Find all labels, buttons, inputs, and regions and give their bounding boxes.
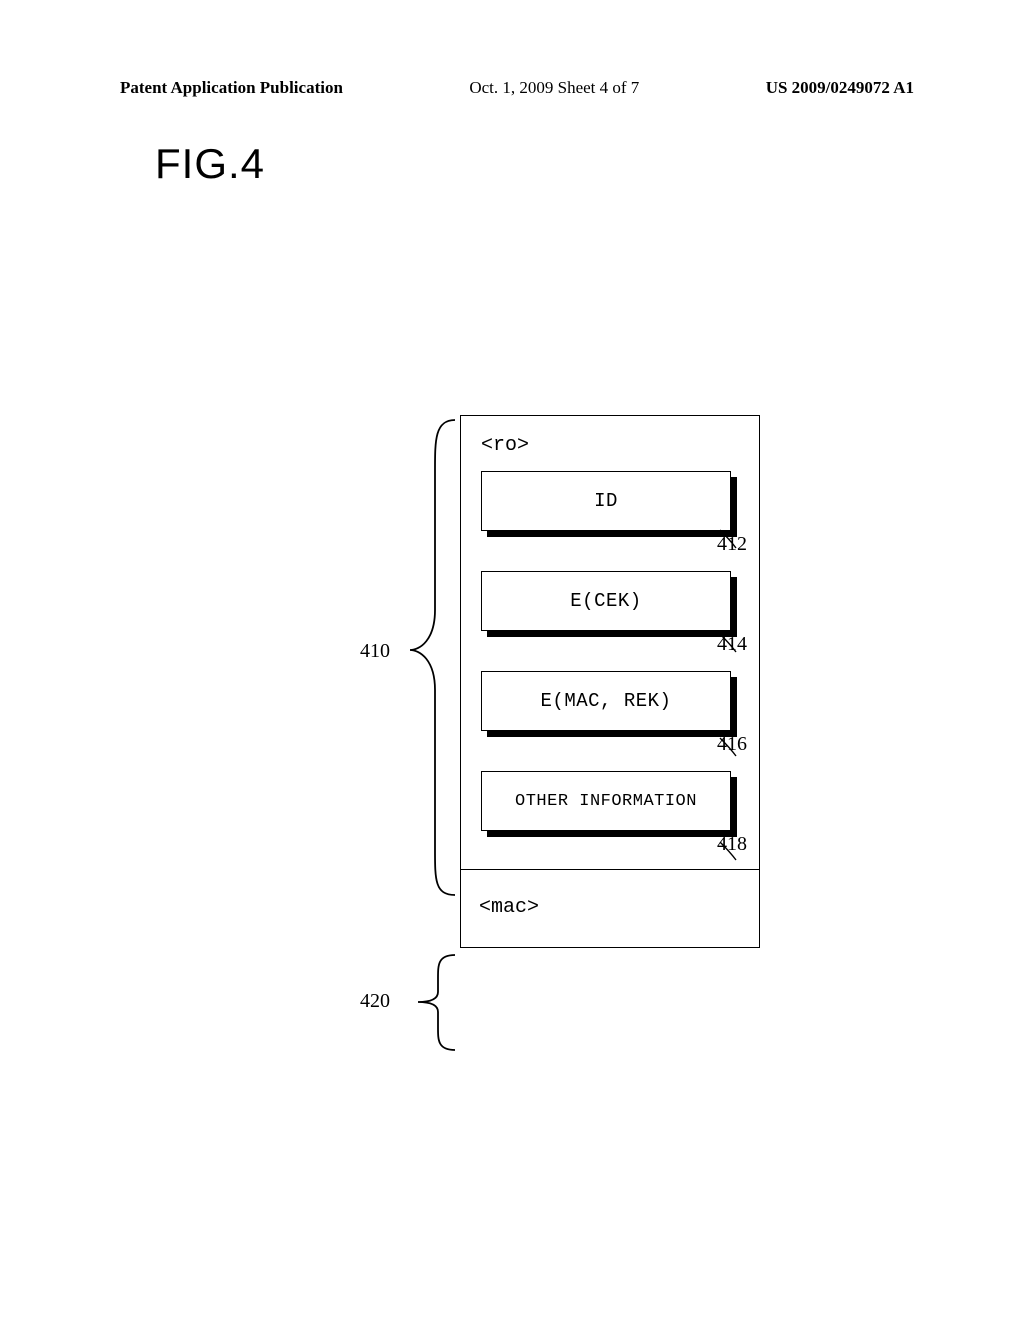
brace-420: [418, 955, 455, 1050]
field-id-wrap: ID 412: [479, 471, 741, 531]
mac-tag: <mac>: [479, 896, 539, 919]
field-other: OTHER INFORMATION: [481, 771, 731, 831]
ref-414: 414: [717, 633, 747, 656]
field-emacrek-wrap: E(MAC, REK) 416: [479, 671, 741, 731]
field-id-label: ID: [481, 471, 731, 531]
header-right: US 2009/0249072 A1: [766, 78, 914, 98]
field-other-wrap: OTHER INFORMATION 418: [479, 771, 741, 831]
figure-label: FIG.4: [155, 140, 265, 188]
field-id: ID: [481, 471, 731, 531]
brace-410: [410, 420, 455, 895]
mac-section: <mac>: [461, 870, 759, 947]
field-ecek-label: E(CEK): [481, 571, 731, 631]
field-ecek-wrap: E(CEK) 414: [479, 571, 741, 631]
ref-420: 420: [360, 990, 390, 1013]
ro-tag: <ro>: [481, 434, 741, 457]
page-header: Patent Application Publication Oct. 1, 2…: [0, 78, 1024, 98]
header-left: Patent Application Publication: [120, 78, 343, 98]
ref-418: 418: [717, 833, 747, 856]
header-center: Oct. 1, 2009 Sheet 4 of 7: [469, 78, 639, 98]
ref-412: 412: [717, 533, 747, 556]
ref-410: 410: [360, 640, 390, 663]
field-emacrek: E(MAC, REK): [481, 671, 731, 731]
outer-box: <ro> ID 412 E(CEK) 414 E(MAC, REK): [460, 415, 760, 948]
ro-section: <ro> ID 412 E(CEK) 414 E(MAC, REK): [461, 416, 759, 870]
ref-416: 416: [717, 733, 747, 756]
field-other-label: OTHER INFORMATION: [481, 771, 731, 831]
field-emacrek-label: E(MAC, REK): [481, 671, 731, 731]
diagram-container: <ro> ID 412 E(CEK) 414 E(MAC, REK): [460, 415, 760, 948]
field-ecek: E(CEK): [481, 571, 731, 631]
